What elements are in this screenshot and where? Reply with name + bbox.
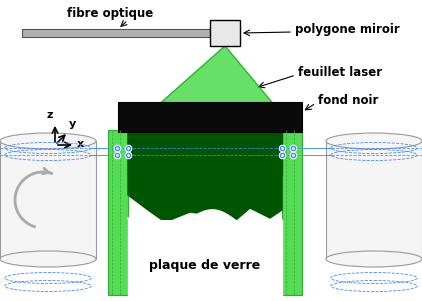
Polygon shape xyxy=(128,132,282,175)
Text: polygone miroir: polygone miroir xyxy=(295,23,400,36)
Bar xyxy=(326,141,422,259)
Ellipse shape xyxy=(326,133,422,149)
Ellipse shape xyxy=(0,133,96,149)
Bar xyxy=(0,141,96,259)
Bar xyxy=(210,20,240,46)
Bar xyxy=(128,220,282,295)
Bar xyxy=(108,130,128,295)
Text: z: z xyxy=(47,110,53,120)
Text: y: y xyxy=(68,119,76,129)
Ellipse shape xyxy=(0,251,96,267)
Polygon shape xyxy=(130,46,295,130)
Text: x: x xyxy=(76,139,84,149)
Text: plaque de verre: plaque de verre xyxy=(149,259,261,272)
Text: fibre optique: fibre optique xyxy=(67,7,153,20)
Bar xyxy=(282,130,302,295)
Bar xyxy=(22,29,210,37)
Bar xyxy=(118,102,302,132)
Polygon shape xyxy=(128,132,282,225)
Text: feuillet laser: feuillet laser xyxy=(298,66,382,79)
Text: fond noir: fond noir xyxy=(318,94,379,107)
Ellipse shape xyxy=(326,251,422,267)
